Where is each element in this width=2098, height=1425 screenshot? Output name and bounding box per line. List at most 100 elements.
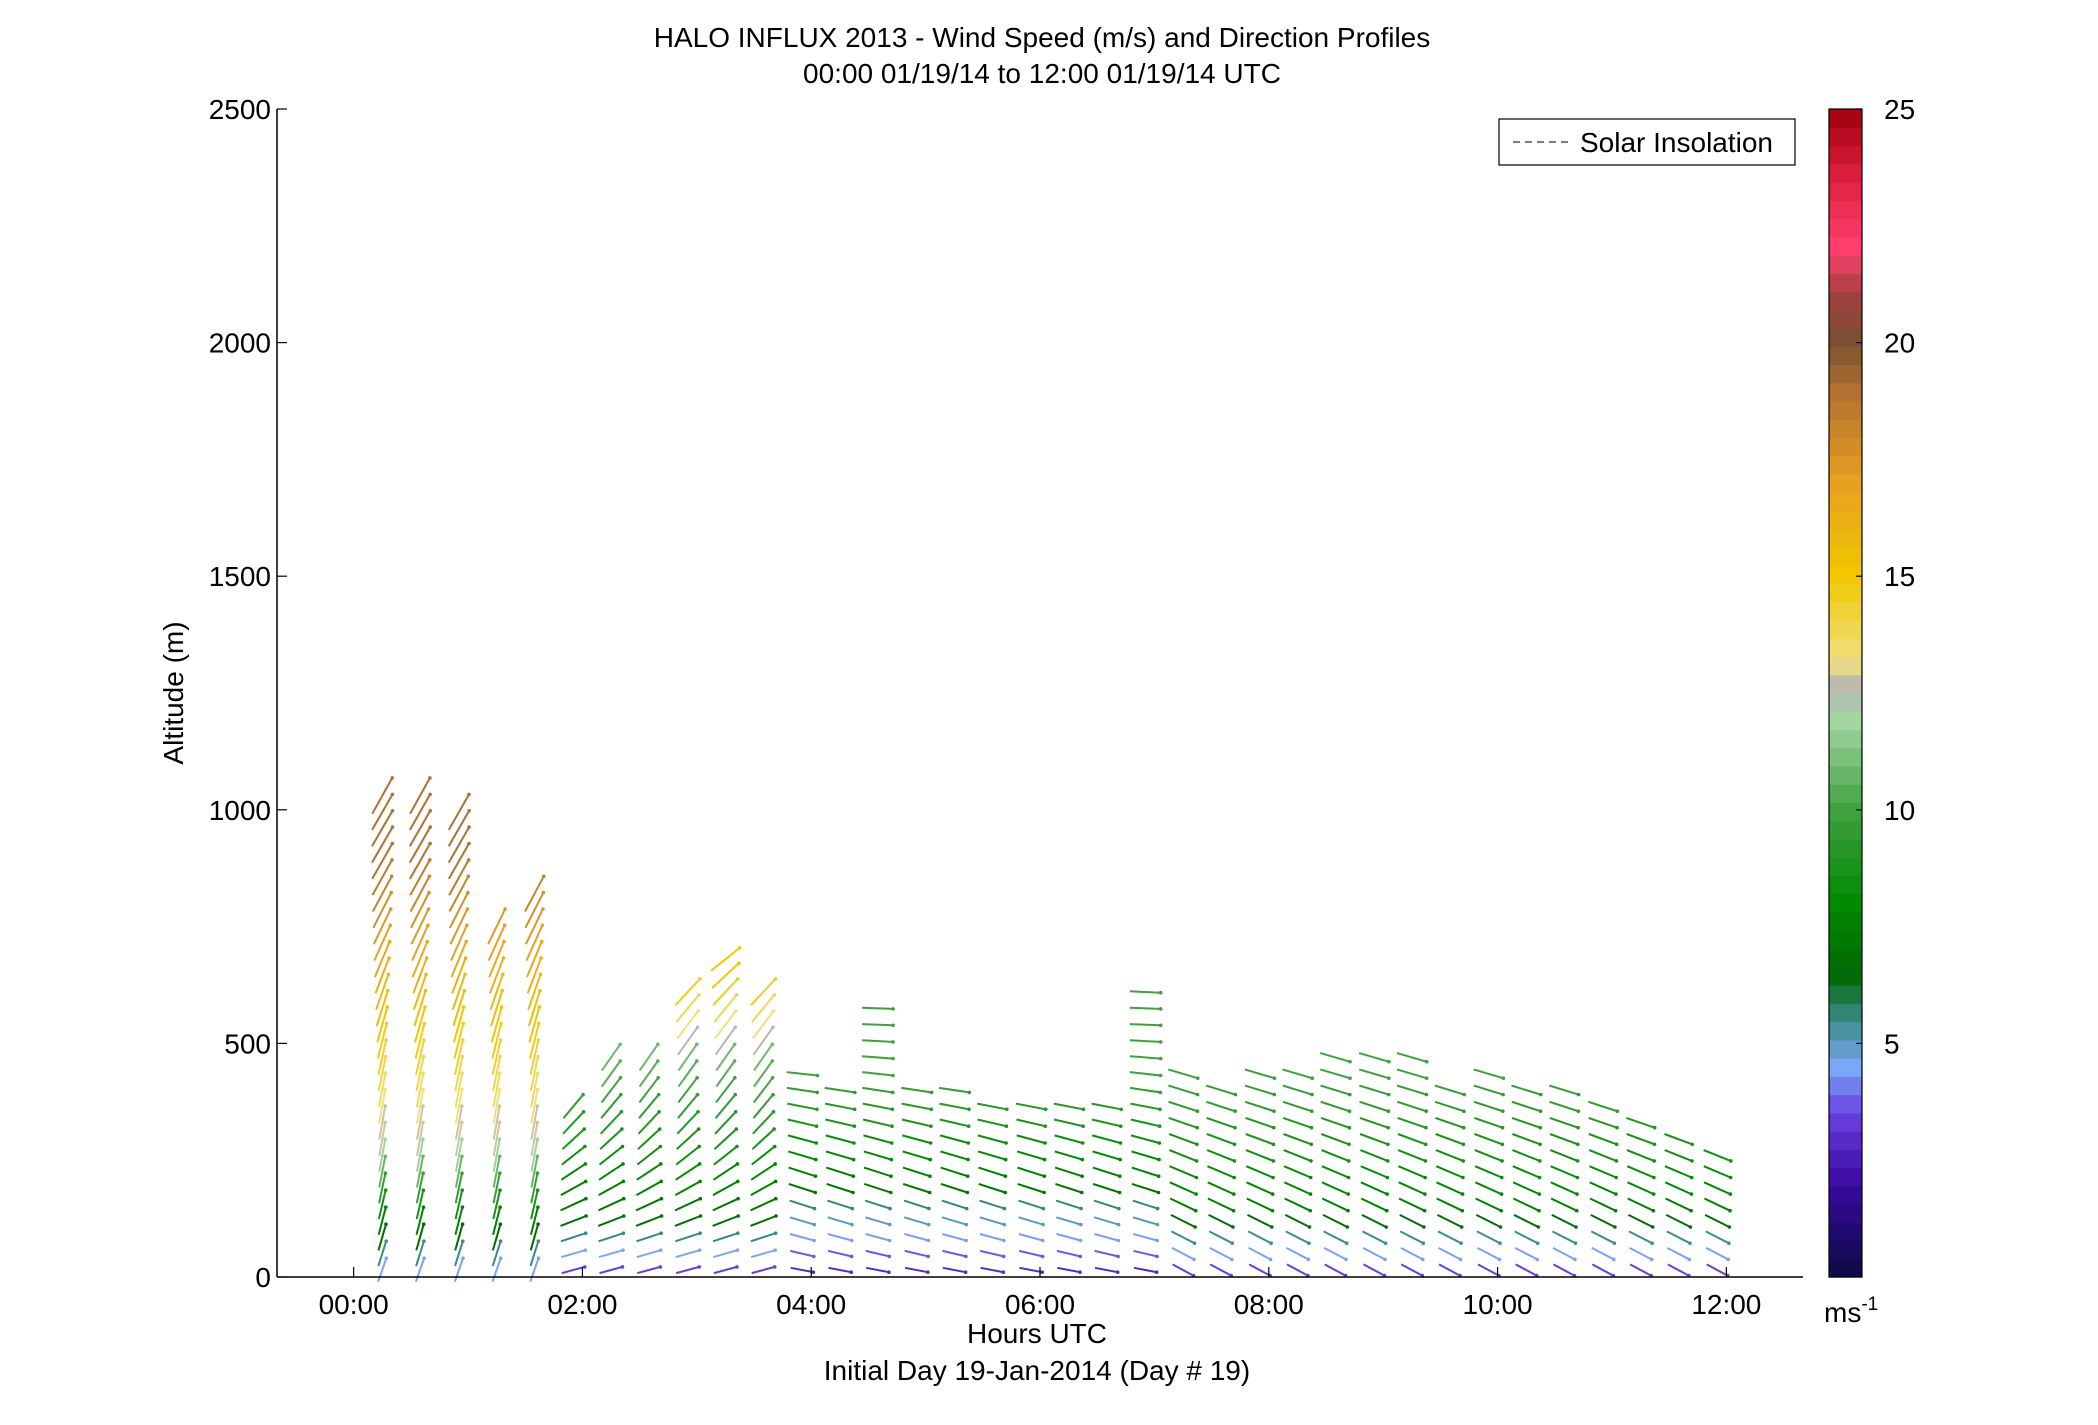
wind-barb (411, 924, 429, 962)
wind-barb (1169, 1149, 1197, 1162)
wind-barb (1206, 1133, 1235, 1146)
wind-barb-tip (390, 809, 395, 813)
wind-barb (1093, 1216, 1119, 1226)
wind-barb (1018, 1199, 1044, 1210)
wind-barb-tip (1078, 1254, 1083, 1259)
wind-barb-tip (467, 792, 471, 797)
wind-barb (1627, 1214, 1654, 1228)
wind-barb (1092, 1150, 1121, 1161)
colorbar-segment (1829, 1076, 1862, 1096)
wind-barb (1438, 1263, 1461, 1277)
wind-barb-tip (498, 1171, 502, 1175)
x-axis-sublabel: Initial Day 19-Jan-2014 (Day # 19) (824, 1355, 1250, 1386)
wind-barb-tip (537, 1005, 542, 1009)
colorbar-segment (1829, 857, 1862, 877)
wind-barb-tip (771, 1025, 775, 1030)
wind-barb-tip (1195, 1092, 1200, 1097)
wind-barb (938, 1086, 970, 1094)
wind-barb-tip (460, 1087, 464, 1092)
wind-barb-tip (1270, 1192, 1275, 1196)
wind-barb (414, 1257, 426, 1283)
wind-barb-tip (1729, 1159, 1733, 1163)
wind-barb (562, 1094, 584, 1119)
wind-barb-tip (428, 858, 432, 862)
colorbar-segment (1829, 1058, 1862, 1077)
wind-barb-tip (1041, 1238, 1045, 1243)
wind-barb-tip (1537, 1208, 1541, 1213)
wind-barb-tip (583, 1179, 588, 1184)
wind-barb-tip (422, 1239, 426, 1243)
wind-barb (1474, 1181, 1502, 1196)
wind-barb (675, 1265, 700, 1275)
wind-barb (1664, 1149, 1693, 1162)
wind-barb-tip (928, 1157, 932, 1162)
wind-barb-tip (1080, 1174, 1084, 1178)
wind-barb (751, 1145, 776, 1166)
wind-barb (1549, 1149, 1578, 1162)
wind-barb (1550, 1197, 1578, 1212)
wind-barb (530, 1172, 539, 1204)
wind-barb-tip (386, 972, 391, 977)
wind-barb-tip (1309, 1125, 1314, 1130)
wind-barb (1053, 1118, 1084, 1128)
wind-barb-tip (498, 1188, 502, 1192)
wind-barb (750, 978, 777, 1006)
wind-barb (1435, 1149, 1464, 1162)
wind-barb-tip (1650, 1225, 1655, 1229)
colorbar-segment (1829, 510, 1862, 530)
wind-barb (1092, 1166, 1121, 1178)
wind-barb (492, 1156, 501, 1188)
wind-barb (374, 957, 390, 994)
wind-barb (1129, 990, 1161, 994)
wind-barb-tip (889, 1141, 894, 1145)
wind-barb (454, 1172, 463, 1204)
wind-barb (715, 1043, 736, 1072)
chart-subtitle: 00:00 01/19/14 to 12:00 01/19/14 UTC (803, 58, 1281, 89)
wind-barb-tip (698, 977, 702, 981)
wind-barb (524, 908, 544, 945)
wind-barb (753, 1060, 774, 1088)
wind-barb (414, 1023, 426, 1059)
wind-barb (941, 1216, 967, 1226)
wind-barb (1244, 1100, 1275, 1113)
wind-barb-tip (1690, 1159, 1694, 1163)
wind-barb (712, 1215, 739, 1227)
wind-barb (1626, 1133, 1655, 1146)
wind-barb (713, 1145, 738, 1166)
wind-barb (530, 1105, 539, 1140)
wind-barb-tip (1576, 1125, 1580, 1130)
wind-barb-tip (736, 1214, 740, 1218)
wind-barb-tip (535, 1120, 540, 1125)
wind-barb-tip (695, 1076, 699, 1080)
wind-barb-tip (538, 972, 543, 977)
wind-barb-tip (460, 1137, 464, 1142)
wind-barb-tip (619, 1092, 623, 1097)
wind-barb-tip (659, 1214, 664, 1218)
wind-barb (1473, 1116, 1503, 1129)
wind-barb (1017, 1166, 1045, 1178)
wind-barb (1205, 1084, 1236, 1096)
wind-barb (1245, 1116, 1275, 1129)
wind-barb-tip (383, 1104, 388, 1108)
wind-barb (1664, 1181, 1692, 1196)
wind-barb-tip (535, 1104, 540, 1108)
wind-barb-tip (1652, 1142, 1657, 1147)
wind-barb (1629, 1263, 1652, 1277)
wind-barb-tip (462, 988, 467, 993)
wind-barb (490, 990, 504, 1027)
wind-barb (1323, 1230, 1348, 1245)
wind-barb-tip (460, 1205, 465, 1209)
wind-barb (1629, 1247, 1653, 1261)
wind-barb-tip (1081, 1124, 1085, 1128)
barb-profile (824, 1086, 857, 1274)
wind-barb (1283, 1165, 1312, 1179)
wind-barb (1549, 1116, 1579, 1129)
wind-barb-tip (1423, 1142, 1428, 1147)
wind-barb (1168, 1116, 1198, 1129)
wind-barb (1666, 1230, 1691, 1245)
wind-barb-tip (1651, 1192, 1656, 1196)
wind-barb-tip (535, 1171, 540, 1175)
wind-barb-tip (1119, 1107, 1123, 1112)
wind-barb-tip (1424, 1059, 1429, 1064)
wind-barb (862, 1006, 894, 1010)
